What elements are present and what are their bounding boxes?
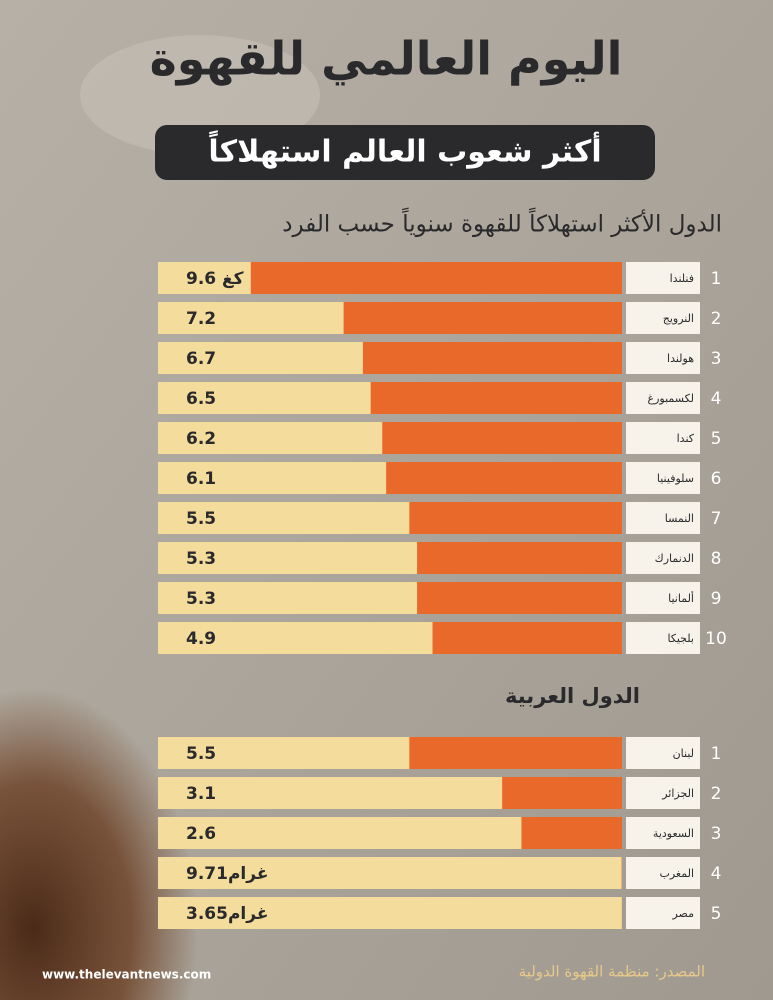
value-label: 5.3 [186,549,216,569]
rank-label: 2 [711,309,722,329]
value-label: 3.65غرام [186,904,268,924]
rank-label: 6 [711,469,722,489]
rank-label: 4 [711,389,722,409]
label-box [626,542,700,574]
rank-label: 5 [711,904,722,924]
country-label: الجزائر [661,787,694,800]
value-label: 6.7 [186,349,216,369]
bar [370,382,622,414]
bar [521,817,622,849]
country-label: فنلندا [670,272,694,285]
label-box [626,817,700,849]
rank-label: 10 [705,629,727,649]
heading: الدول الأكثر استهلاكاً للقهوة سنوياً حسب… [282,207,722,237]
subtitle-box [155,125,655,180]
bar [382,422,622,454]
country-label: المغرب [660,867,695,880]
bar-track [158,857,622,889]
bar [417,542,622,574]
section-heading: الدول العربية [505,684,640,708]
country-label: كندا [677,432,695,445]
value-label: 9.71غرام [186,864,268,884]
rank-label: 3 [711,824,722,844]
country-label: لبنان [673,747,694,760]
label-box [626,302,700,334]
rank-label: 9 [711,589,722,609]
website: www.thelevantnews.com [42,968,211,982]
rank-label: 2 [711,784,722,804]
bar [250,262,623,294]
label-box [626,262,700,294]
label-box [626,737,700,769]
bar [362,342,622,374]
label-box [626,582,700,614]
country-label: لكسمبورغ [648,392,694,405]
country-label: ألمانيا [668,591,694,605]
label-box [626,857,700,889]
rank-label: 4 [711,864,722,884]
country-label: مصر [671,907,694,920]
value-label: 6.5 [186,389,216,409]
bar [417,582,622,614]
charts: فنلندا 1 9.6 كغ النرويج 2 7.2 هولندا 3 6.7 لكسمبو… [158,262,727,929]
value-label: 6.2 [186,429,216,449]
bar [502,777,622,809]
bar [386,462,622,494]
title: اليوم العالمي للقهوة [150,32,623,86]
bar [409,502,622,534]
value-label: 4.9 [186,629,216,649]
source: المصدر: منظمة القهوة الدولية [519,963,705,981]
label-box [626,777,700,809]
label-box [626,622,700,654]
label-box [626,342,700,374]
rank-label: 8 [711,549,722,569]
value-label: 2.6 [186,824,216,844]
label-box [626,462,700,494]
country-label: سلوفينيا [657,472,694,485]
rank-label: 7 [711,509,722,529]
country-label: الدنمارك [655,552,694,565]
label-box [626,502,700,534]
label-box [626,382,700,414]
country-label: النرويج [663,312,694,325]
value-label: 9.6 كغ [186,269,244,289]
value-label: 5.5 [186,509,216,529]
country-label: هولندا [667,352,694,365]
value-label: 5.5 [186,744,216,764]
bar-track [158,897,622,929]
bar [343,302,622,334]
value-label: 6.1 [186,469,216,489]
country-label: السعودية [653,827,694,840]
value-label: 5.3 [186,589,216,609]
rank-label: 1 [711,744,722,764]
country-label: النمسا [665,512,694,525]
rank-label: 5 [711,429,722,449]
bar [432,622,622,654]
value-label: 3.1 [186,784,216,804]
country-label: بلجيكا [667,632,694,645]
rank-label: 3 [711,349,722,369]
value-label: 7.2 [186,309,216,329]
bar [409,737,622,769]
subtitle: أكثر شعوب العالم استهلاكاً [208,130,601,170]
rank-label: 1 [711,269,722,289]
label-box [626,897,700,929]
label-box [626,422,700,454]
